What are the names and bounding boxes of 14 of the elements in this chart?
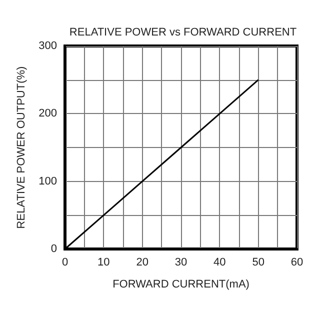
x-axis-title: FORWARD CURRENT(mA) [112,278,250,290]
x-tick-label: 60 [290,256,304,268]
x-tick-label: 50 [252,256,264,268]
x-tick-label: 30 [174,256,188,268]
y-axis-title: RELATIVE POWER OUTPUT(%) [16,66,28,229]
x-tick-label: 0 [62,256,68,268]
y-tick-label: 100 [38,175,57,188]
y-tick-label: 300 [38,40,57,52]
x-tick-label: 10 [98,256,110,268]
y-tick-label: 200 [38,108,57,120]
y-tick-label: 0 [50,243,57,255]
chart-title: RELATIVE POWER vs FORWARD CURRENT [69,26,297,38]
x-tick-label: 20 [136,256,148,268]
x-tick-label: 40 [214,256,226,268]
